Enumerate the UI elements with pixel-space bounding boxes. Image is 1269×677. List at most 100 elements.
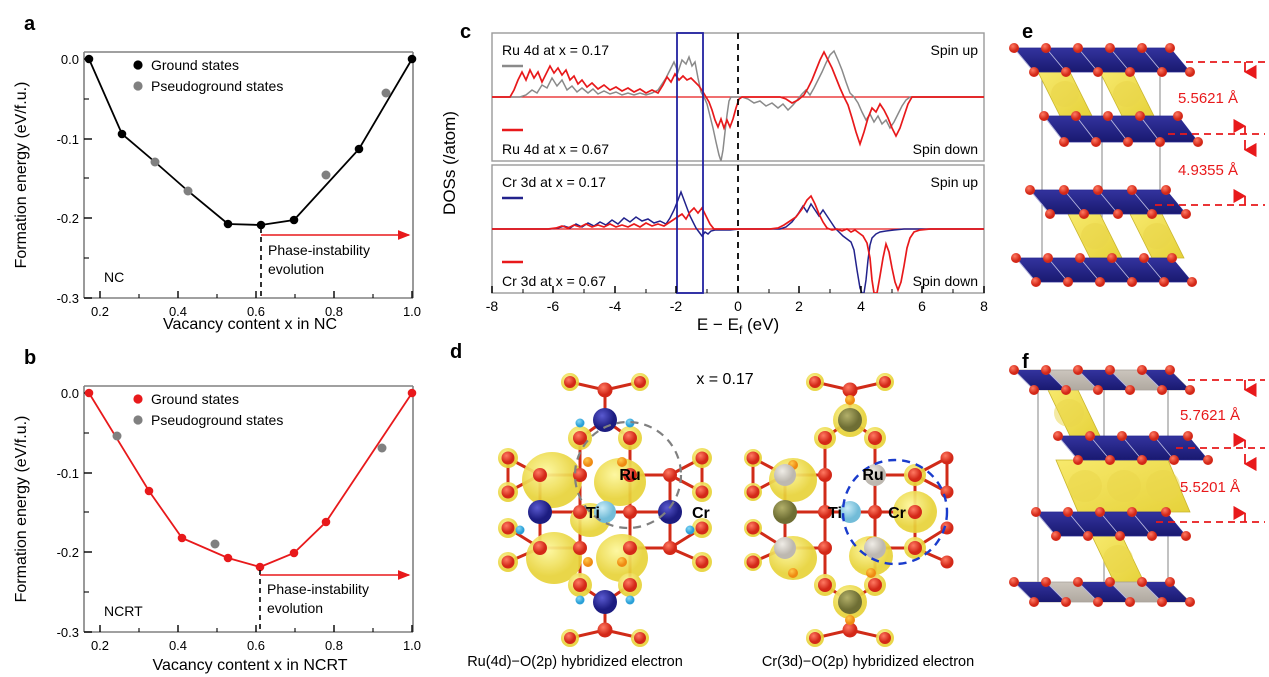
panel-d-left-label-cr: Cr (692, 505, 710, 522)
panel-c-top-spindown-label: Spin down (913, 141, 978, 157)
panel-f-slab-4 (1009, 577, 1195, 607)
panel-c-top-series1-label: Ru 4d at x = 0.67 (502, 141, 609, 157)
svg-text:0.2: 0.2 (91, 638, 109, 653)
panel-a-ground-points (84, 54, 417, 230)
svg-text:0.6: 0.6 (247, 638, 265, 653)
metal-atom-navy (593, 408, 617, 432)
panel-e-yellow-slabs-lower (1067, 213, 1185, 259)
panel-c-top-spinup-label: Spin up (931, 42, 979, 58)
panel-e: e (1009, 0, 1269, 330)
metal-atom-ti (594, 501, 616, 523)
panel-f-structure: 5.7621 Å 5.5201 Å (1009, 365, 1265, 607)
panel-d-structures: x = 0.17 (467, 371, 974, 670)
panel-e-slab-4 (1011, 253, 1197, 287)
panel-b-annotation-line2: evolution (267, 600, 323, 616)
svg-text:1.0: 1.0 (403, 638, 421, 653)
svg-text:0.4: 0.4 (169, 638, 187, 653)
svg-text:-6: -6 (547, 298, 560, 314)
panel-a-label: a (24, 13, 36, 35)
panel-c-top-gray-curve (492, 49, 984, 161)
panel-f-label: f (1022, 351, 1029, 373)
panel-d-right-label-ru: Ru (862, 467, 883, 484)
panel-b-chart: 0.0 -0.1 -0.2 -0.3 0.2 0.4 0.6 0.8 1.0 (13, 385, 421, 674)
panel-c-highlight-box (676, 32, 704, 294)
panel-c-chart: Ru 4d at x = 0.17 Ru 4d at x = 0.67 Spin… (440, 32, 988, 337)
panel-e-yellow-slabs-upper (1037, 71, 1155, 117)
panel-c-xtick-labels: -8 -6 -4 -2 0 2 4 6 8 (486, 298, 988, 314)
panel-b-ylabel: Formation energy (eV/f.u.) (13, 416, 30, 603)
panel-b-ground-points (84, 388, 417, 572)
panel-f-distance-0: 5.7621 Å (1180, 407, 1240, 424)
metal-atom-olive (773, 500, 797, 524)
panel-b-xlabel: Vacancy content x in NCRT (152, 657, 347, 674)
svg-text:-0.1: -0.1 (57, 132, 79, 147)
svg-text:0.0: 0.0 (61, 52, 79, 67)
svg-text:2: 2 (795, 298, 803, 314)
panel-c-top-series0-label: Ru 4d at x = 0.17 (502, 42, 609, 58)
panel-e-label: e (1022, 21, 1034, 43)
metal-atom-navy (528, 500, 552, 524)
panel-a-xtick-labels: 0.2 0.4 0.6 0.8 1.0 (91, 304, 421, 319)
panel-c-top-red-curve (492, 50, 984, 147)
legend-label-pseudo: Pseudoground states (151, 78, 283, 94)
svg-text:0.6: 0.6 (247, 304, 265, 319)
panel-e-slab-1 (1009, 43, 1195, 77)
panel-c-label: c (460, 21, 472, 43)
metal-atom-silver (774, 537, 796, 559)
legend-label-ground: Ground states (151, 391, 239, 407)
legend-label-pseudo: Pseudoground states (151, 412, 283, 428)
panel-a-pseudoground-points (150, 88, 391, 196)
panel-c-bottom-series0-label: Cr 3d at x = 0.17 (502, 174, 606, 190)
panel-a-axes (83, 51, 414, 299)
panel-d-left-label-ru: Ru (619, 467, 640, 484)
panel-a-ylabel: Formation energy (eV/f.u.) (13, 82, 30, 269)
panel-d-left-structure: Ru Ti Cr (498, 373, 712, 647)
panel-f-yellow-slabs-upper (1047, 389, 1101, 437)
panel-b-system-label: NCRT (104, 603, 143, 619)
panel-d-right-label-ti: Ti (828, 505, 842, 522)
panel-d-left-label-ti: Ti (586, 505, 600, 522)
panel-b-axes (83, 385, 414, 633)
panel-c-bottom-series1-label: Cr 3d at x = 0.67 (502, 273, 606, 289)
panel-d-left-highlight-circle (573, 420, 683, 530)
panel-b-xtick-labels: 0.2 0.4 0.6 0.8 1.0 (91, 638, 421, 653)
panel-c-bottom-spindown-label: Spin down (913, 273, 978, 289)
svg-text:-8: -8 (486, 298, 499, 314)
panel-c-ylabel: DOSs (/atom) (440, 111, 459, 215)
panel-d-right-caption: Cr(3d)−O(2p) hybridized electron (762, 654, 974, 670)
panel-d-right-structure: Ru Ti Cr (744, 373, 954, 647)
panel-e-distance-0: 5.5621 Å (1178, 90, 1238, 107)
panel-b: b 0 (0, 330, 430, 677)
svg-text:-0.1: -0.1 (57, 466, 79, 481)
legend-marker-pseudo (133, 81, 143, 91)
svg-text:0.8: 0.8 (325, 638, 343, 653)
panel-a-system-label: NC (104, 269, 124, 285)
panel-f: f (1009, 330, 1269, 677)
panel-a-annotation-line1: Phase-instability (268, 242, 370, 258)
panel-c-xlabel: E − Ef (eV) (697, 315, 779, 337)
legend-marker-ground (133, 394, 143, 404)
panel-b-label: b (24, 347, 37, 369)
svg-text:-4: -4 (609, 298, 622, 314)
svg-text:0.8: 0.8 (325, 304, 343, 319)
panel-e-slab-2 (1039, 111, 1203, 147)
svg-text:0: 0 (734, 298, 742, 314)
panel-a-xlabel: Vacancy content x in NC (163, 316, 337, 333)
svg-text:6: 6 (918, 298, 926, 314)
svg-text:0.0: 0.0 (61, 386, 79, 401)
svg-text:8: 8 (980, 298, 988, 314)
panel-f-slab-3 (1031, 507, 1191, 541)
metal-atom-cr (658, 500, 682, 524)
metal-atom-silver (864, 537, 886, 559)
metal-atom-silver-ru (864, 464, 886, 486)
panel-d: d x = 0.17 (430, 330, 1020, 677)
panel-b-annotation-line1: Phase-instability (267, 581, 369, 597)
svg-text:-0.3: -0.3 (57, 625, 79, 640)
metal-atom-olive (838, 590, 862, 614)
panel-a-annotation-line2: evolution (268, 261, 324, 277)
panel-c-bottom-spinup-label: Spin up (931, 174, 979, 190)
legend-marker-pseudo (133, 415, 143, 425)
panel-f-yellow-slabs-lower (1091, 535, 1145, 583)
panel-f-distance-1: 5.5201 Å (1180, 479, 1240, 496)
panel-f-measurements: 5.7621 Å 5.5201 Å (1156, 379, 1265, 523)
